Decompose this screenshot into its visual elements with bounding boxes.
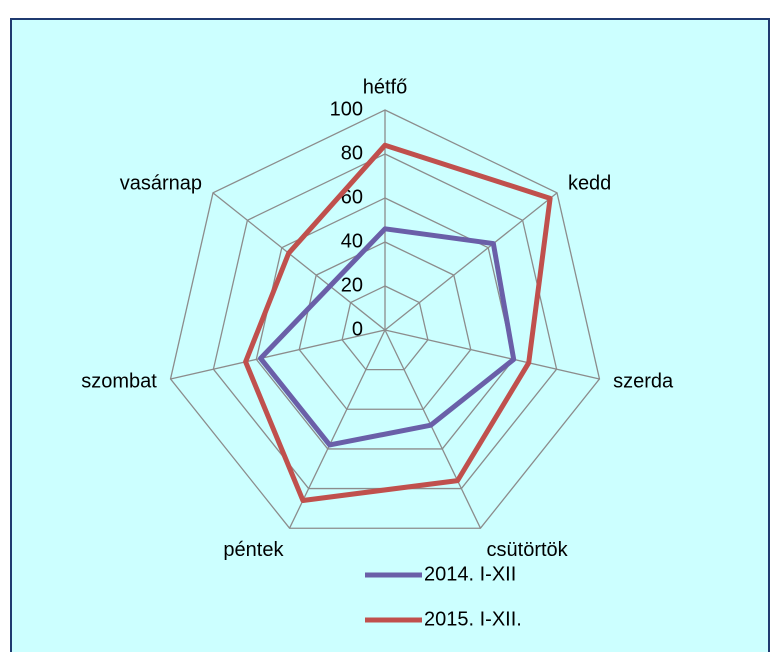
spoke (384, 192, 558, 331)
legend-label: 2015. I-XII. (424, 608, 522, 630)
r-tick-label: 40 (341, 230, 363, 252)
legend-label: 2014. I-XII (424, 563, 516, 585)
category-label: hétfő (363, 76, 407, 98)
category-label: vasárnap (120, 172, 202, 194)
spoke (288, 329, 386, 529)
spoke (384, 329, 482, 529)
grid-ring (169, 109, 601, 529)
series-line (258, 226, 517, 448)
category-label: szerda (613, 370, 674, 392)
r-tick-label: 0 (352, 318, 363, 340)
spoke (212, 192, 386, 331)
spoke (384, 329, 600, 380)
category-label: szombat (81, 370, 157, 392)
r-tick-label: 20 (341, 274, 363, 296)
category-label: péntek (223, 539, 284, 561)
category-label: csütörtök (487, 539, 569, 561)
chart-area (10, 18, 770, 657)
grid-ring (255, 197, 515, 450)
grid-ring (298, 241, 472, 410)
spoke (170, 329, 386, 380)
r-tick-label: 80 (341, 142, 363, 164)
series-line (243, 142, 553, 503)
grid-ring (341, 285, 429, 371)
r-tick-label: 100 (330, 98, 363, 120)
category-label: kedd (568, 172, 611, 194)
